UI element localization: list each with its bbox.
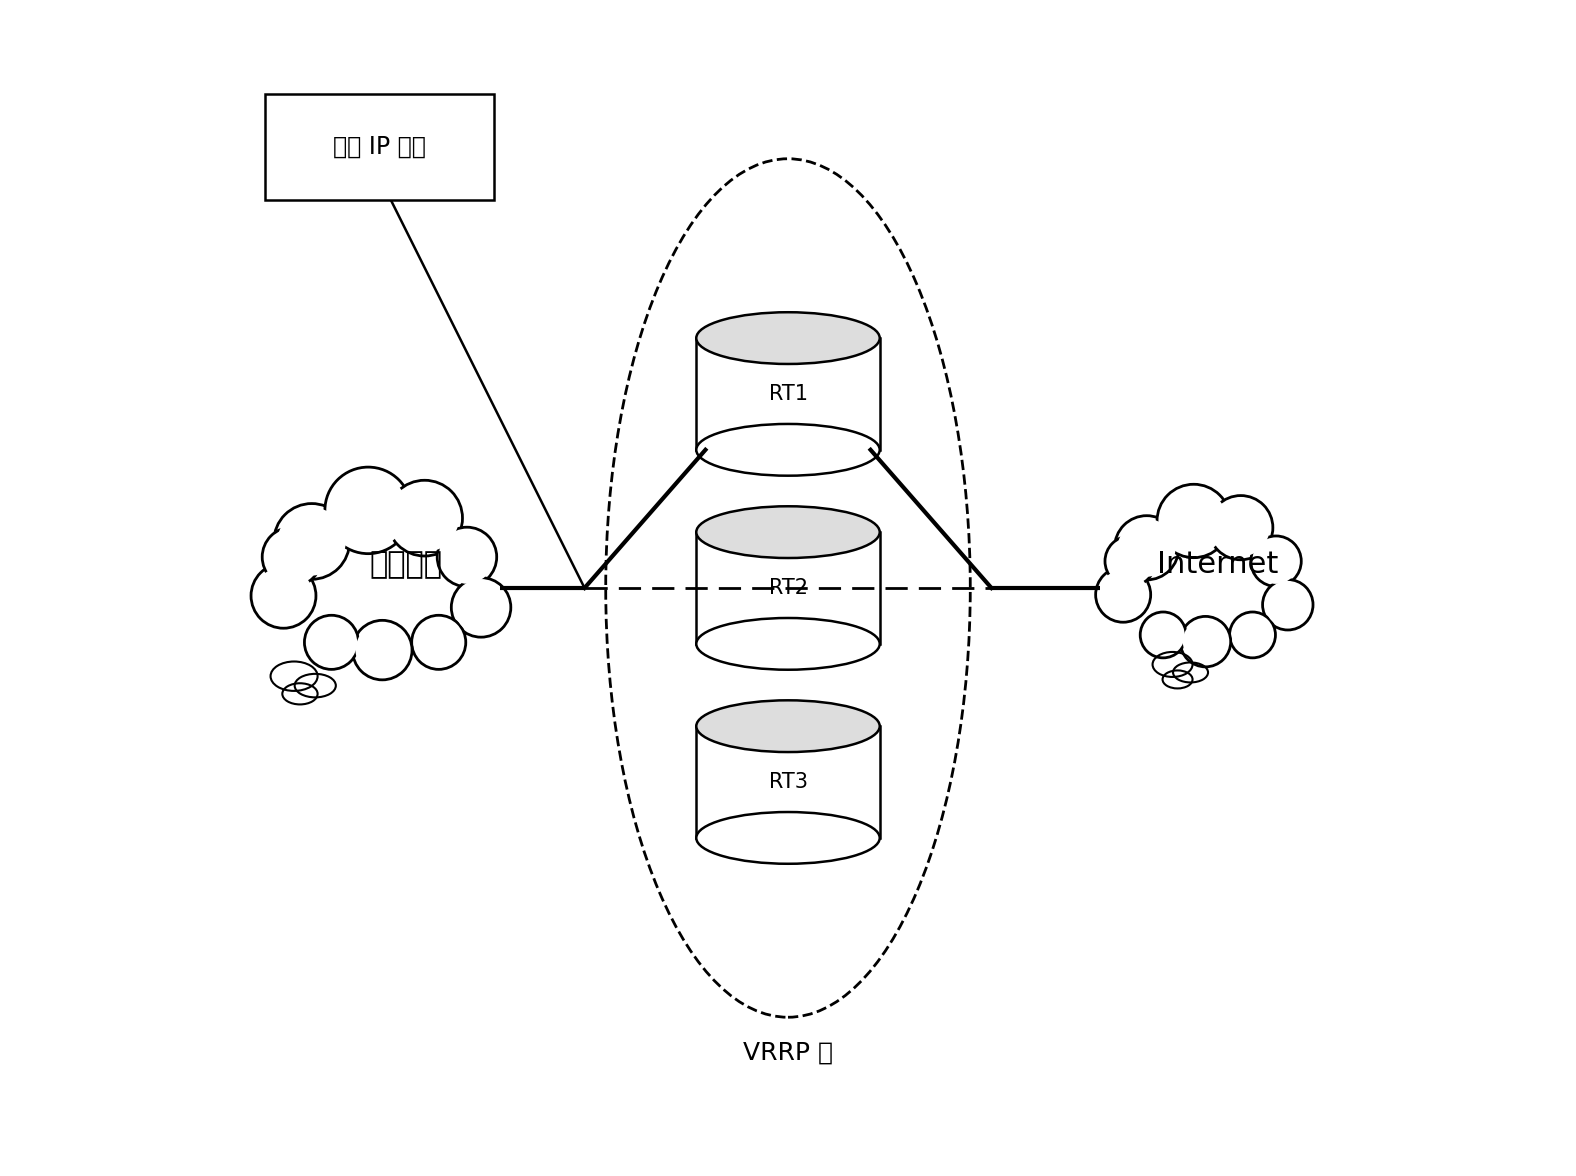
Ellipse shape	[697, 313, 879, 365]
Ellipse shape	[697, 425, 879, 476]
Circle shape	[1209, 495, 1273, 560]
Circle shape	[1117, 519, 1176, 576]
Circle shape	[437, 527, 496, 587]
Circle shape	[1251, 536, 1302, 587]
Circle shape	[1098, 570, 1147, 620]
Circle shape	[304, 615, 358, 669]
Circle shape	[1105, 536, 1155, 587]
Circle shape	[1262, 580, 1313, 630]
Circle shape	[1212, 499, 1270, 556]
Circle shape	[1160, 488, 1226, 554]
Circle shape	[1253, 539, 1299, 584]
Circle shape	[307, 619, 356, 667]
Circle shape	[1229, 612, 1275, 657]
Circle shape	[1182, 619, 1228, 664]
Ellipse shape	[1111, 521, 1300, 655]
Circle shape	[1180, 616, 1231, 667]
Circle shape	[353, 621, 411, 680]
Polygon shape	[265, 94, 493, 200]
Text: RT2: RT2	[769, 577, 807, 599]
Text: RT3: RT3	[769, 771, 807, 793]
Text: 虚拟 IP 地址: 虚拟 IP 地址	[333, 135, 426, 159]
Circle shape	[414, 619, 463, 667]
Circle shape	[1143, 614, 1184, 655]
Circle shape	[251, 563, 315, 628]
Ellipse shape	[269, 510, 495, 666]
Circle shape	[454, 581, 507, 634]
Circle shape	[1157, 485, 1231, 557]
Circle shape	[1266, 582, 1311, 628]
Text: Internet: Internet	[1157, 550, 1278, 579]
Text: 内部网络: 内部网络	[369, 550, 443, 579]
Circle shape	[262, 527, 322, 587]
Polygon shape	[697, 533, 879, 644]
Polygon shape	[697, 727, 879, 837]
Circle shape	[254, 567, 312, 624]
Circle shape	[265, 530, 318, 583]
Circle shape	[1139, 612, 1187, 657]
Ellipse shape	[697, 507, 879, 559]
Circle shape	[274, 503, 350, 580]
Circle shape	[1114, 516, 1179, 580]
Circle shape	[325, 467, 411, 554]
Ellipse shape	[697, 619, 879, 670]
Text: VRRP 组: VRRP 组	[742, 1041, 834, 1064]
Circle shape	[277, 507, 345, 575]
Ellipse shape	[697, 701, 879, 753]
Text: RT1: RT1	[769, 383, 807, 405]
Circle shape	[451, 577, 511, 637]
Circle shape	[386, 480, 462, 556]
Circle shape	[1095, 567, 1150, 622]
Circle shape	[391, 485, 459, 553]
Circle shape	[356, 623, 410, 677]
Circle shape	[411, 615, 466, 669]
Ellipse shape	[697, 811, 879, 863]
Circle shape	[1232, 614, 1273, 655]
Circle shape	[440, 530, 493, 583]
Circle shape	[329, 472, 407, 549]
Circle shape	[1108, 539, 1154, 584]
Polygon shape	[697, 339, 879, 450]
